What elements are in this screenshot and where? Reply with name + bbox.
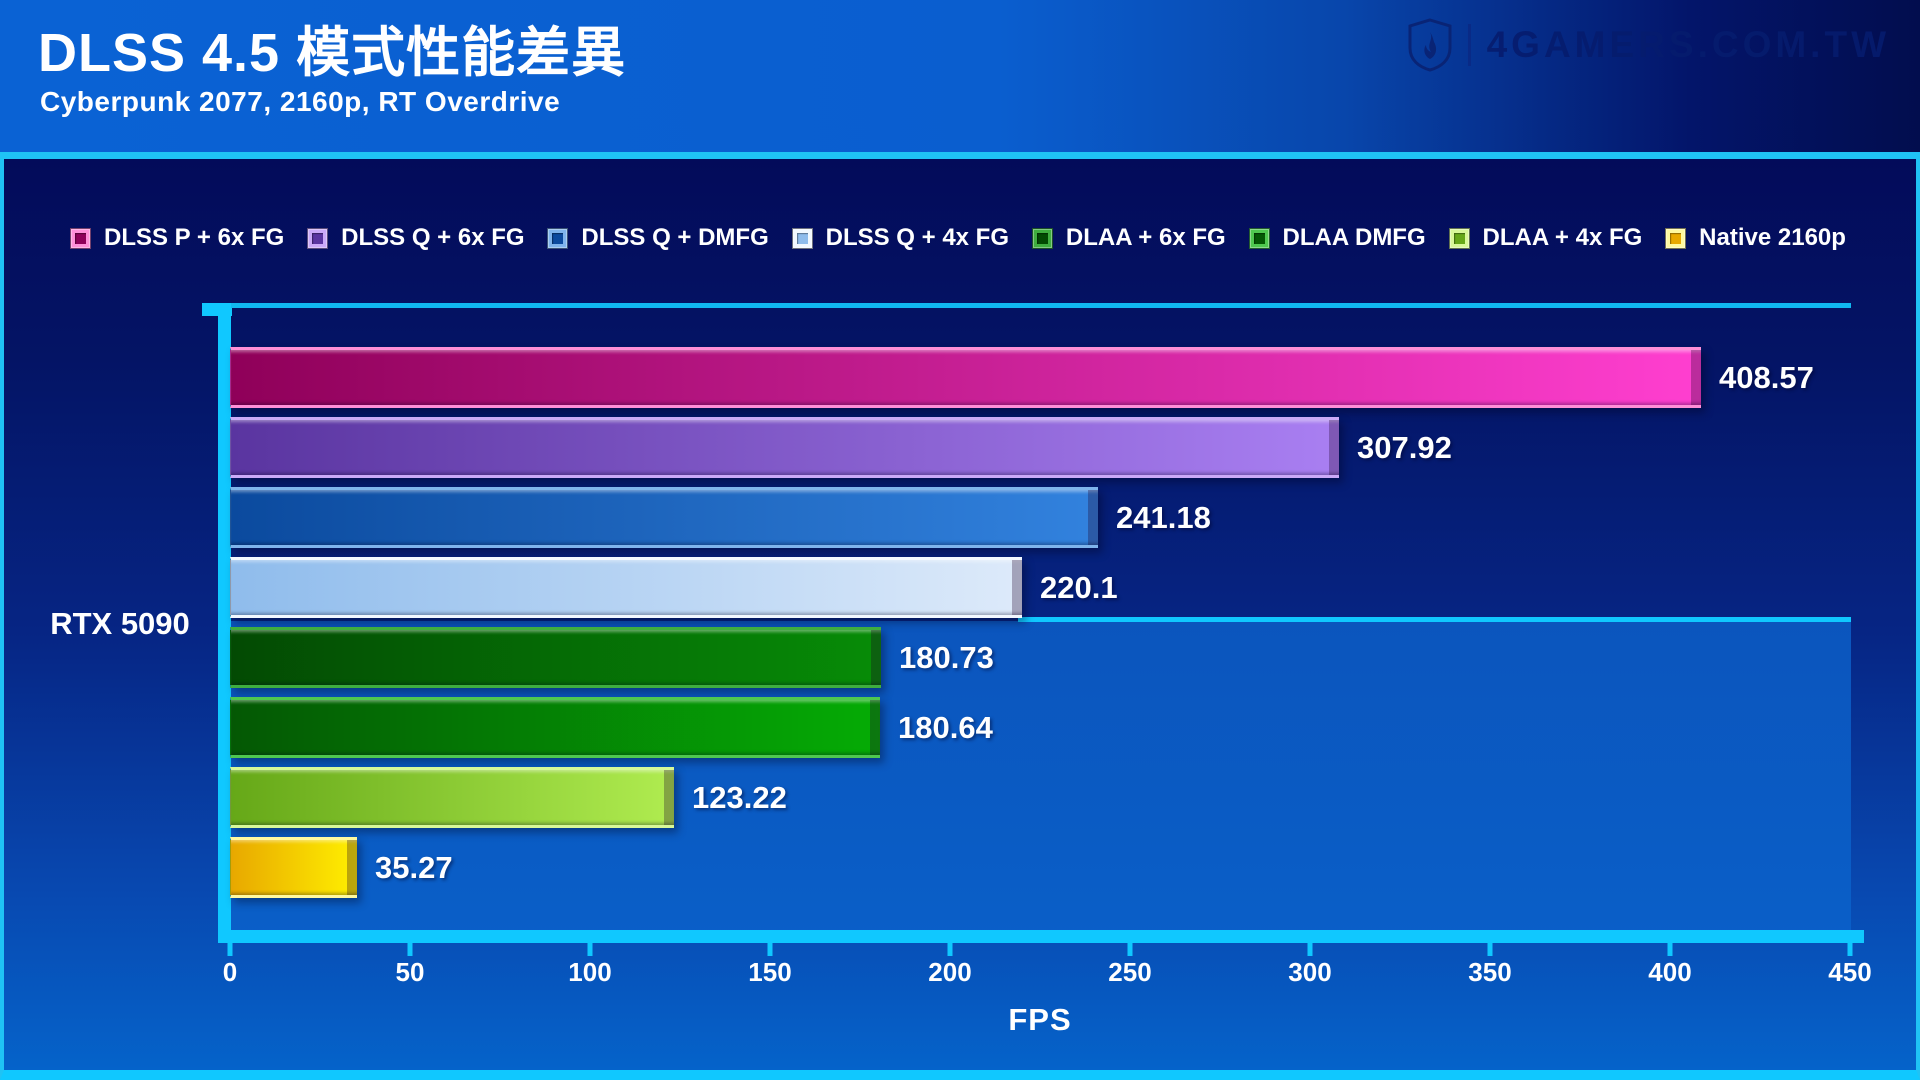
x-tick-label: 250: [1108, 957, 1152, 987]
x-tick-mark: [1847, 943, 1853, 956]
legend-item: Native 2160p: [1665, 224, 1846, 252]
bar-value-label: 241.18: [1116, 499, 1211, 535]
legend-item: DLAA DMFG: [1248, 224, 1426, 252]
bar-row: 35.27: [230, 837, 1850, 898]
legend-marker-icon: [307, 227, 329, 249]
bar: [230, 767, 674, 828]
legend-item: DLSS Q + DMFG: [547, 224, 769, 252]
x-tick-label: 50: [395, 957, 425, 987]
bar-value-label: 307.92: [1357, 429, 1452, 465]
bar-row: 180.73: [230, 627, 1850, 688]
x-tick-label: 350: [1468, 957, 1512, 987]
page-title: DLSS 4.5 模式性能差異: [38, 23, 627, 83]
legend-marker-icon: [1248, 227, 1270, 249]
bar-value-label: 35.27: [375, 849, 453, 885]
legend-marker-icon: [791, 227, 813, 249]
x-tick-mark: [1667, 943, 1673, 956]
bar: [230, 347, 1701, 408]
legend-item-label: DLAA DMFG: [1282, 224, 1426, 251]
bar-value-label: 180.73: [899, 639, 994, 675]
bar-row: 220.1: [230, 557, 1850, 618]
page-subtitle: Cyberpunk 2077, 2160p, RT Overdrive: [40, 86, 561, 117]
x-tick-label: 300: [1288, 957, 1332, 987]
legend-item: DLSS Q + 4x FG: [791, 224, 1010, 252]
bar-value-label: 408.57: [1719, 359, 1814, 395]
x-tick-label: 0: [222, 957, 238, 987]
x-axis-line: [218, 930, 1864, 943]
legend-item-label: DLSS Q + 6x FG: [341, 224, 525, 251]
x-tick-mark: [1307, 943, 1313, 956]
bar-value-label: 220.1: [1040, 569, 1118, 605]
brand-watermark: 4GAMERS.COM.TW: [1408, 16, 1890, 74]
legend-item: DLSS Q + 6x FG: [307, 224, 525, 252]
bar-value-label: 180.64: [898, 709, 993, 745]
legend-marker-icon: [1448, 227, 1470, 249]
bar-row: 307.92: [230, 417, 1850, 478]
x-tick-label: 450: [1828, 957, 1872, 987]
legend-item: DLSS P + 6x FG: [70, 224, 284, 252]
bar: [230, 837, 357, 898]
legend-item-label: DLSS Q + DMFG: [581, 224, 769, 251]
chart-legend: DLSS P + 6x FG DLSS Q + 6x FG DLSS Q + D…: [70, 221, 1846, 255]
x-tick-mark: [947, 943, 953, 956]
plot-mid-border: [1018, 617, 1851, 622]
plot-top-border: [231, 303, 1851, 308]
x-tick-mark: [407, 943, 413, 956]
brand-divider: [1467, 24, 1471, 66]
bar: [230, 627, 881, 688]
legend-marker-icon: [547, 227, 569, 249]
category-label: RTX 5090: [50, 606, 190, 641]
bar-row: 241.18: [230, 487, 1850, 548]
bar-row: 123.22: [230, 767, 1850, 828]
x-tick-mark: [587, 943, 593, 956]
legend-item-label: Native 2160p: [1699, 224, 1846, 251]
legend-marker-icon: [1031, 227, 1053, 249]
bar-value-label: 123.22: [692, 779, 787, 815]
x-tick-label: 400: [1648, 957, 1692, 987]
x-tick-mark: [1127, 943, 1133, 956]
bar: [230, 557, 1022, 618]
legend-item-label: DLSS Q + 4x FG: [825, 224, 1010, 251]
legend-item: DLAA + 6x FG: [1031, 224, 1226, 252]
bar-row: 408.57: [230, 347, 1850, 408]
x-tick-label: 100: [568, 957, 612, 987]
bar: [230, 697, 880, 758]
bar-row: 180.64: [230, 697, 1850, 758]
y-axis-line: [218, 303, 231, 943]
bar-series-container: 408.57 307.92 241.18 220.1 180.73 180.64…: [230, 347, 1850, 907]
x-tick-mark: [1487, 943, 1493, 956]
chart-panel: DLSS P + 6x FG DLSS Q + 6x FG DLSS Q + D…: [0, 152, 1920, 1080]
bar: [230, 487, 1098, 548]
x-tick-mark: [767, 943, 773, 956]
header: DLSS 4.5 模式性能差異 Cyberpunk 2077, 2160p, R…: [0, 0, 1920, 152]
legend-item-label: DLAA + 4x FG: [1482, 224, 1643, 251]
legend-item-label: DLSS P + 6x FG: [104, 224, 285, 251]
legend-marker-icon: [1665, 227, 1687, 249]
x-tick-label: 200: [928, 957, 972, 987]
bar: [230, 417, 1339, 478]
brand-text: 4GAMERS.COM.TW: [1486, 24, 1890, 65]
x-axis-title: FPS: [1008, 1002, 1072, 1037]
legend-item: DLAA + 4x FG: [1448, 224, 1643, 252]
x-tick-label: 150: [748, 957, 792, 987]
shield-flame-icon: [1408, 18, 1452, 72]
legend-marker-icon: [70, 227, 91, 249]
legend-item-label: DLAA + 6x FG: [1065, 224, 1226, 251]
x-tick-mark: [227, 943, 233, 956]
